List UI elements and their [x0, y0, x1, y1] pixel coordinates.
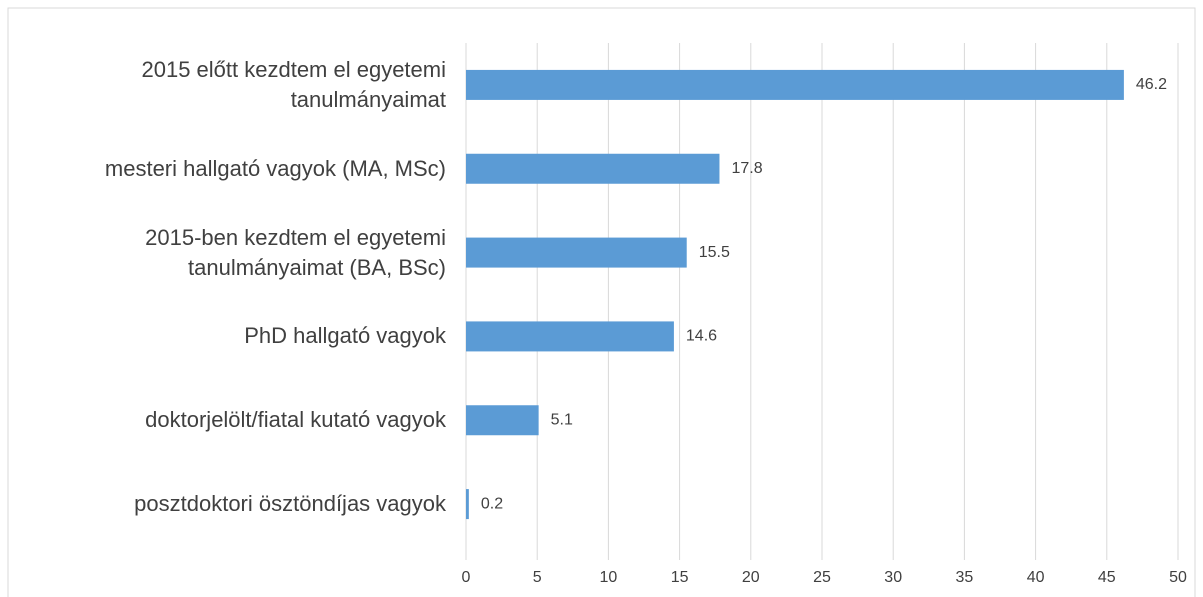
value-label: 0.2 [481, 495, 503, 512]
y-tick-label: mesteri hallgató vagyok (MA, MSc) [104, 155, 446, 181]
value-label: 15.5 [699, 244, 730, 261]
y-tick-label: doktorjelölt/fiatal kutató vagyok [145, 407, 446, 433]
x-tick-label: 25 [813, 569, 831, 586]
x-tick-label: 5 [533, 569, 542, 586]
x-tick-label: 15 [671, 569, 689, 586]
x-tick-label: 30 [884, 569, 902, 586]
x-tick-label: 0 [462, 569, 471, 586]
bar [466, 321, 674, 352]
x-tick-label: 50 [1169, 569, 1187, 586]
x-tick-label: 20 [742, 569, 760, 586]
x-tick-label: 40 [1027, 569, 1045, 586]
value-label: 46.2 [1136, 76, 1167, 93]
y-tick-label: 2015-ben kezdtem el egyetemi tanulmányai… [145, 224, 446, 280]
chart-frame [7, 7, 1196, 597]
value-label: 5.1 [551, 411, 573, 428]
y-tick-label: posztdoktori ösztöndíjas vagyok [134, 491, 446, 517]
x-tick-label: 45 [1098, 569, 1116, 586]
bar [466, 489, 469, 520]
bar [466, 405, 539, 436]
y-tick-label: PhD hallgató vagyok [244, 323, 446, 349]
value-label: 14.6 [686, 328, 717, 345]
x-tick-label: 10 [600, 569, 618, 586]
x-tick-label: 35 [956, 569, 974, 586]
value-label: 17.8 [731, 160, 762, 177]
y-tick-label: 2015 előtt kezdtem el egyetemi tanulmány… [141, 56, 446, 112]
bar [466, 69, 1124, 100]
bar [466, 237, 687, 268]
bar [466, 153, 720, 184]
